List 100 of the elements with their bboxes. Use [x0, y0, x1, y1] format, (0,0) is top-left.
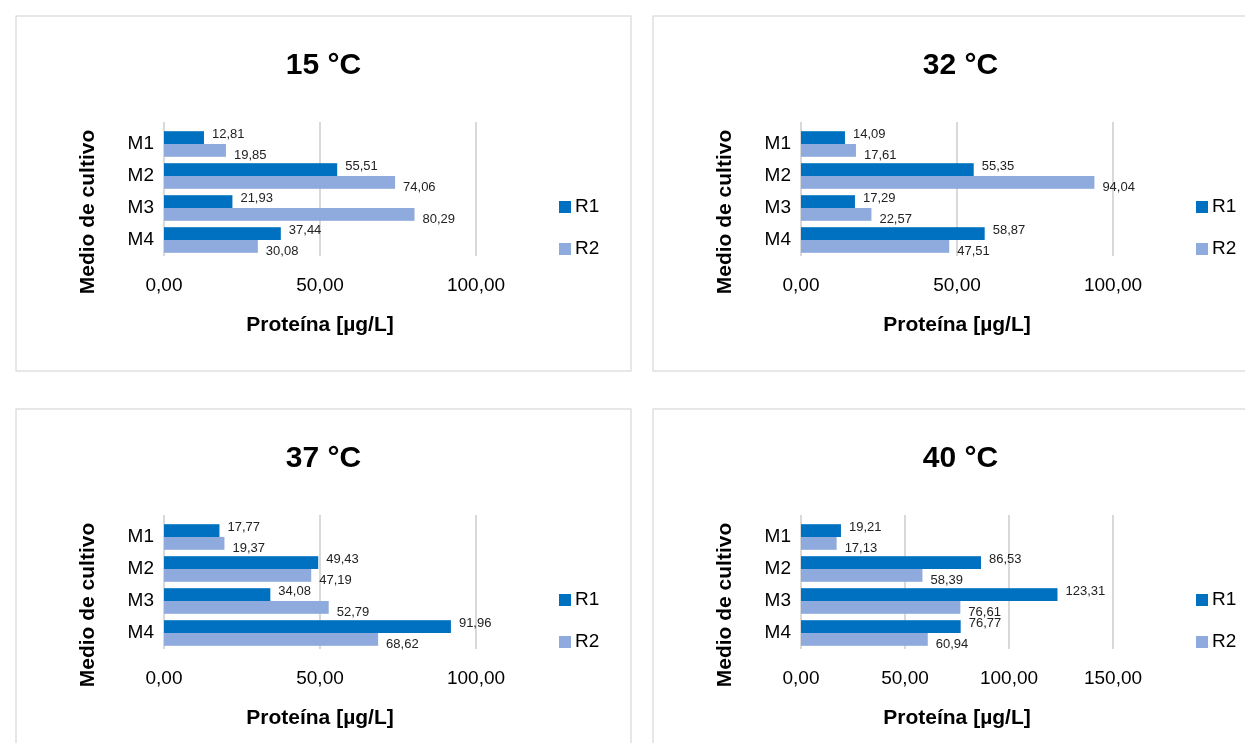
- data-label: 52,79: [336, 603, 370, 619]
- data-label: 55,51: [345, 158, 378, 174]
- bar: [801, 240, 950, 253]
- x-axis-title: Proteína [µg/L]: [883, 312, 1031, 335]
- bar: [801, 131, 845, 144]
- data-label: 60,94: [935, 635, 969, 651]
- bar: [801, 556, 981, 569]
- data-label: 55,35: [981, 158, 1015, 174]
- y-tick-label: M2: [127, 164, 154, 186]
- data-label: 19,37: [232, 539, 265, 555]
- bar: [164, 131, 204, 144]
- bar: [164, 240, 258, 253]
- bar: [164, 601, 329, 614]
- bar: [164, 569, 312, 582]
- bar: [801, 620, 961, 633]
- bar: [801, 176, 1095, 189]
- x-axis-title: Proteína [µg/L]: [883, 705, 1031, 728]
- y-tick-label: M4: [764, 621, 792, 643]
- x-axis-title: Proteína [µg/L]: [246, 705, 394, 728]
- bar: [801, 588, 1058, 601]
- x-tick-label: 50,00: [296, 667, 344, 688]
- legend-label: R1: [1212, 588, 1237, 610]
- x-tick-label: 50,00: [933, 274, 981, 295]
- chart-title: 32 °C: [922, 47, 999, 80]
- data-label: 37,44: [288, 222, 322, 238]
- y-tick-label: M1: [764, 132, 791, 154]
- x-tick-label: 0,00: [145, 667, 183, 688]
- y-tick-label: M4: [127, 621, 155, 643]
- x-tick-label: 100,00: [979, 667, 1039, 688]
- data-label: 17,77: [227, 519, 260, 535]
- y-tick-label: M2: [127, 557, 154, 579]
- y-tick-label: M3: [127, 589, 154, 611]
- legend-label: R2: [575, 630, 600, 652]
- bar: [801, 537, 837, 550]
- bar: [164, 176, 396, 189]
- bar: [164, 195, 233, 208]
- bar: [801, 569, 923, 582]
- x-tick-label: 0,00: [782, 274, 820, 295]
- x-tick-label: 50,00: [296, 274, 344, 295]
- data-label: 21,93: [240, 190, 273, 206]
- data-label: 19,21: [848, 519, 882, 535]
- data-label: 68,62: [386, 635, 419, 651]
- data-label: 17,29: [862, 190, 896, 206]
- y-axis-title: Medio de cultivo: [75, 522, 98, 688]
- y-tick-label: M2: [764, 557, 791, 579]
- data-label: 58,87: [992, 222, 1026, 238]
- y-tick-label: M3: [764, 589, 791, 611]
- bar: [164, 556, 319, 569]
- y-tick-label: M3: [764, 196, 791, 218]
- legend-label: R1: [575, 195, 600, 217]
- data-label: 91,96: [458, 615, 492, 631]
- legend-label: R1: [575, 588, 600, 610]
- data-label: 80,29: [422, 210, 456, 226]
- data-label: 47,51: [957, 242, 990, 258]
- bar: [801, 144, 856, 157]
- data-label: 47,19: [319, 571, 352, 587]
- bar: [164, 620, 451, 633]
- data-label: 17,13: [844, 539, 878, 555]
- bar: [164, 144, 226, 157]
- y-tick-label: M3: [127, 196, 154, 218]
- bar: [164, 208, 415, 221]
- data-label: 94,04: [1102, 178, 1135, 194]
- y-tick-label: M1: [127, 132, 154, 154]
- bar: [801, 524, 841, 537]
- x-tick-label: 50,00: [881, 667, 929, 688]
- x-tick-label: 0,00: [145, 274, 183, 295]
- bar: [801, 208, 872, 221]
- legend-label: R2: [1212, 630, 1237, 652]
- bar: [164, 227, 281, 240]
- chart-title: 37 °C: [285, 440, 362, 473]
- data-label: 34,08: [278, 583, 311, 599]
- legend-label: R2: [1212, 237, 1237, 259]
- y-tick-label: M2: [764, 164, 791, 186]
- legend-label: R2: [575, 237, 600, 259]
- chart-title: 15 °C: [285, 47, 362, 80]
- data-label: 12,81: [211, 126, 245, 142]
- bar: [801, 633, 928, 646]
- data-label: 30,08: [265, 242, 299, 258]
- data-label: 22,57: [879, 210, 912, 226]
- y-tick-label: M4: [127, 228, 155, 250]
- x-tick-label: 0,00: [782, 667, 820, 688]
- x-tick-label: 100,00: [1083, 274, 1143, 295]
- x-tick-label: 100,00: [446, 274, 506, 295]
- data-label: 58,39: [930, 571, 963, 587]
- y-tick-label: M1: [764, 525, 791, 547]
- data-label: 49,43: [326, 551, 359, 567]
- bar: [164, 163, 338, 176]
- y-tick-label: M1: [127, 525, 154, 547]
- legend-label: R1: [1212, 195, 1237, 217]
- data-label: 19,85: [233, 146, 267, 162]
- data-label: 17,61: [863, 146, 897, 162]
- bar: [801, 601, 961, 614]
- bar: [801, 163, 974, 176]
- y-axis-title: Medio de cultivo: [75, 129, 98, 295]
- data-label: 123,31: [1065, 583, 1106, 599]
- bar: [801, 195, 855, 208]
- data-label: 86,53: [988, 551, 1022, 567]
- bar: [164, 633, 379, 646]
- x-tick-label: 150,00: [1083, 667, 1143, 688]
- data-label: 74,06: [403, 178, 436, 194]
